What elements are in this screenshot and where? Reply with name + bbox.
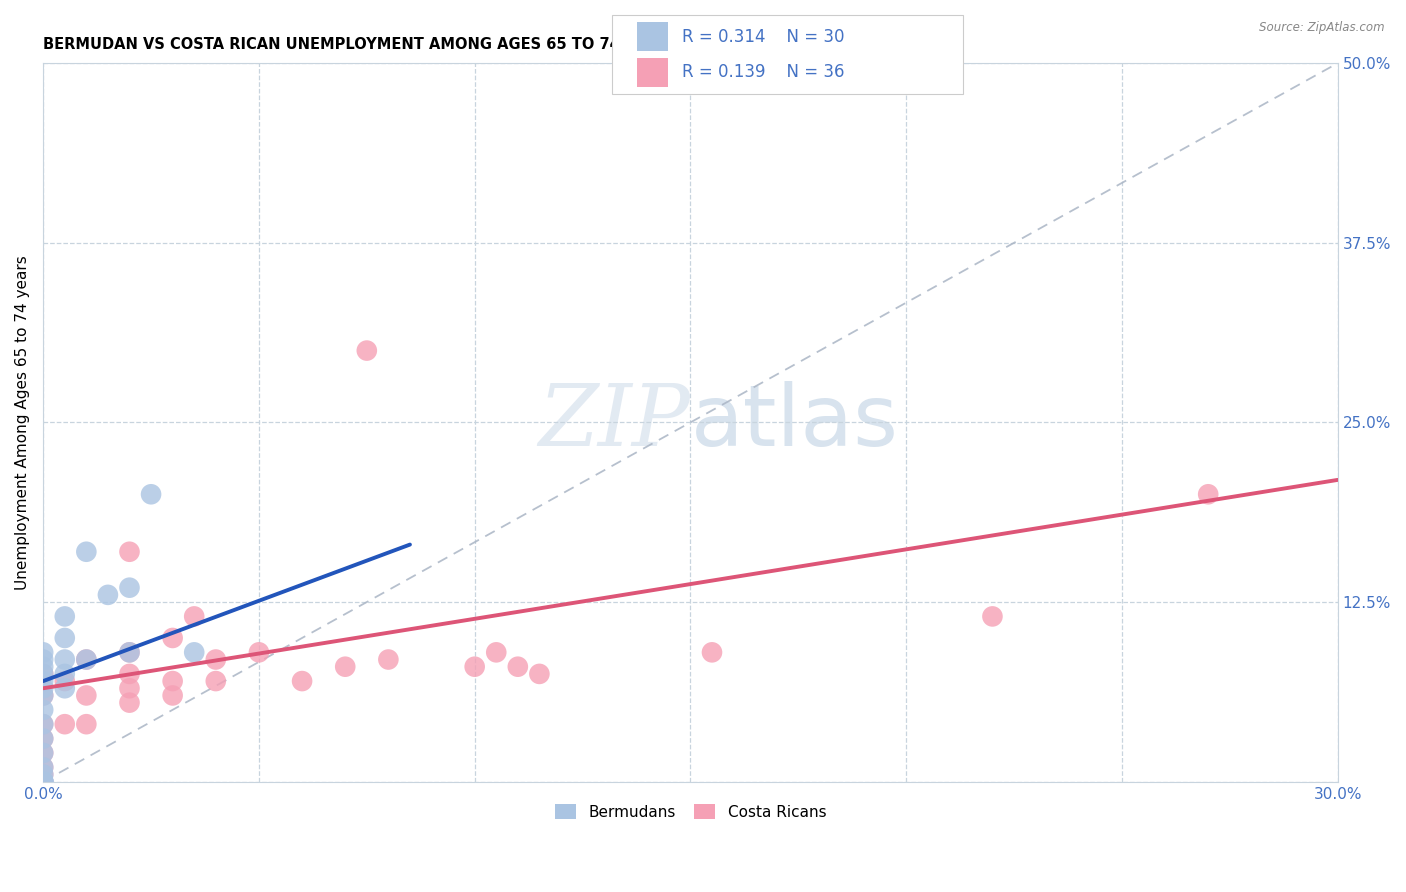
Point (75, 652, 97, 666)
Text: atlas: atlas (690, 381, 898, 464)
Point (53, 609, 76, 624)
Point (32, 703, 55, 717)
Point (53, 652, 76, 666)
Y-axis label: Unemployment Among Ages 65 to 74 years: Unemployment Among Ages 65 to 74 years (15, 255, 30, 590)
Point (32, 645, 55, 659)
Point (32, 652, 55, 666)
Point (32, 746, 55, 760)
Point (53, 681, 76, 696)
Point (97, 588, 120, 602)
Point (118, 545, 141, 559)
Point (118, 645, 141, 659)
Point (53, 674, 76, 689)
Point (32, 774, 55, 789)
Point (53, 666, 76, 681)
Point (32, 774, 55, 789)
Point (464, 659, 486, 673)
Point (204, 652, 226, 666)
Point (118, 581, 141, 595)
Point (32, 666, 55, 681)
Point (32, 717, 55, 731)
Text: ZIP: ZIP (538, 381, 690, 464)
Point (118, 666, 141, 681)
Point (32, 731, 55, 746)
Point (75, 545, 97, 559)
Point (162, 689, 184, 703)
Point (162, 674, 184, 689)
Point (32, 760, 55, 774)
Text: Source: ZipAtlas.com: Source: ZipAtlas.com (1260, 21, 1385, 34)
Point (377, 652, 399, 666)
Point (162, 631, 184, 645)
Point (32, 731, 55, 746)
Point (32, 767, 55, 781)
Point (335, 659, 357, 673)
Point (75, 717, 97, 731)
Point (485, 645, 508, 659)
Point (118, 696, 141, 710)
Point (700, 645, 723, 659)
Point (356, 343, 378, 358)
Point (32, 746, 55, 760)
Point (118, 645, 141, 659)
Point (75, 652, 97, 666)
Text: R = 0.314    N = 30: R = 0.314 N = 30 (682, 28, 845, 45)
Point (981, 609, 1004, 624)
Legend: Bermudans, Costa Ricans: Bermudans, Costa Ricans (548, 797, 832, 826)
Point (32, 774, 55, 789)
Point (139, 487, 162, 501)
Point (32, 717, 55, 731)
Point (75, 689, 97, 703)
Point (204, 674, 226, 689)
Point (32, 666, 55, 681)
Text: R = 0.139    N = 36: R = 0.139 N = 36 (682, 63, 845, 81)
Point (506, 659, 529, 673)
Point (53, 717, 76, 731)
Point (32, 767, 55, 781)
Point (529, 666, 551, 681)
Point (183, 609, 205, 624)
Point (1197, 487, 1219, 501)
Point (247, 645, 270, 659)
Point (291, 674, 314, 689)
Point (32, 760, 55, 774)
Point (32, 774, 55, 789)
Point (32, 689, 55, 703)
Point (32, 674, 55, 689)
Text: BERMUDAN VS COSTA RICAN UNEMPLOYMENT AMONG AGES 65 TO 74 YEARS CORRELATION CHART: BERMUDAN VS COSTA RICAN UNEMPLOYMENT AMO… (44, 37, 860, 53)
Point (32, 774, 55, 789)
Point (32, 774, 55, 789)
Point (183, 645, 205, 659)
Point (32, 681, 55, 696)
Point (32, 659, 55, 673)
Point (32, 689, 55, 703)
Point (53, 631, 76, 645)
Point (118, 681, 141, 696)
